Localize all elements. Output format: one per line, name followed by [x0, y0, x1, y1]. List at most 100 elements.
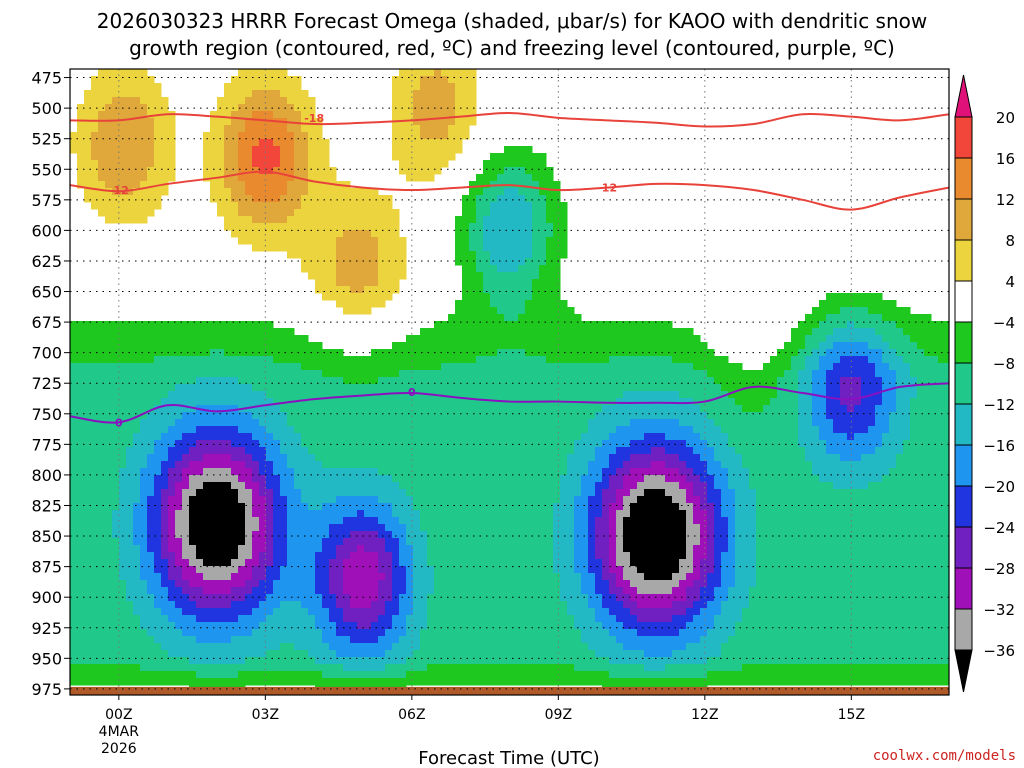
omega-cell: [98, 405, 106, 413]
omega-cell: [84, 384, 92, 392]
omega-cell: [259, 664, 267, 672]
omega-cell: [266, 615, 274, 623]
omega-cell: [497, 377, 505, 385]
omega-cell: [161, 629, 169, 637]
omega-cell: [483, 622, 491, 630]
omega-cell: [259, 552, 267, 560]
omega-cell: [189, 440, 197, 448]
omega-cell: [329, 412, 337, 420]
omega-cell: [301, 202, 309, 210]
omega-cell: [196, 573, 204, 581]
omega-cell: [483, 678, 491, 686]
omega-cell: [119, 139, 127, 147]
omega-cell: [483, 272, 491, 280]
omega-cell: [294, 230, 302, 238]
omega-cell: [357, 496, 365, 504]
omega-cell: [301, 419, 309, 427]
omega-cell: [448, 90, 456, 98]
omega-cell: [336, 216, 344, 224]
omega-cell: [140, 664, 148, 672]
omega-cell: [343, 461, 351, 469]
omega-cell: [476, 524, 484, 532]
omega-cell: [126, 167, 134, 175]
omega-cell: [287, 104, 295, 112]
omega-cell: [413, 433, 421, 441]
omega-cell: [224, 517, 232, 525]
omega-cell: [245, 482, 253, 490]
omega-cell: [518, 223, 526, 231]
omega-cell: [469, 181, 477, 189]
omega-cell: [427, 545, 435, 553]
omega-cell: [231, 342, 239, 350]
omega-cell: [98, 489, 106, 497]
omega-cell: [112, 377, 120, 385]
omega-cell: [294, 587, 302, 595]
omega-cell: [168, 615, 176, 623]
omega-cell: [168, 321, 176, 329]
omega-cell: [77, 587, 85, 595]
omega-cell: [392, 447, 400, 455]
omega-cell: [315, 482, 323, 490]
omega-cell: [336, 202, 344, 210]
omega-cell: [84, 167, 92, 175]
omega-cell: [196, 524, 204, 532]
omega-cell: [553, 531, 561, 539]
omega-cell: [497, 482, 505, 490]
omega-cell: [497, 258, 505, 266]
omega-cell: [329, 552, 337, 560]
omega-cell: [259, 454, 267, 462]
omega-cell: [476, 307, 484, 315]
omega-cell: [329, 384, 337, 392]
omega-cell: [378, 349, 386, 357]
omega-cell: [91, 181, 99, 189]
omega-cell: [448, 601, 456, 609]
omega-cell: [378, 286, 386, 294]
omega-cell: [413, 391, 421, 399]
omega-cell: [147, 489, 155, 497]
omega-cell: [308, 405, 316, 413]
omega-cell: [238, 139, 246, 147]
omega-cell: [441, 69, 449, 77]
omega-cell: [546, 559, 554, 567]
omega-cell: [154, 636, 162, 644]
omega-cell: [273, 573, 281, 581]
omega-cell: [455, 419, 463, 427]
omega-cell: [378, 517, 386, 525]
omega-cell: [266, 125, 274, 133]
omega-cell: [259, 349, 267, 357]
omega-cell: [329, 440, 337, 448]
omega-cell: [504, 195, 512, 203]
omega-cell: [315, 475, 323, 483]
omega-cell: [189, 398, 197, 406]
omega-cell: [448, 573, 456, 581]
omega-cell: [392, 265, 400, 273]
omega-cell: [259, 83, 267, 91]
omega-cell: [364, 258, 372, 266]
omega-cell: [91, 321, 99, 329]
omega-cell: [518, 279, 526, 287]
omega-cell: [392, 111, 400, 119]
omega-cell: [357, 573, 365, 581]
omega-cell: [560, 587, 568, 595]
omega-cell: [126, 475, 134, 483]
omega-cell: [525, 650, 533, 658]
omega-cell: [322, 573, 330, 581]
omega-cell: [399, 482, 407, 490]
omega-cell: [238, 188, 246, 196]
omega-cell: [350, 433, 358, 441]
omega-cell: [336, 356, 344, 364]
omega-cell: [70, 132, 78, 140]
omega-cell: [308, 118, 316, 126]
omega-cell: [406, 335, 414, 343]
omega-cell: [77, 545, 85, 553]
omega-cell: [70, 454, 78, 462]
omega-cell: [553, 342, 561, 350]
omega-cell: [168, 447, 176, 455]
omega-cell: [133, 342, 141, 350]
omega-cell: [98, 615, 106, 623]
omega-cell: [385, 258, 393, 266]
omega-cell: [546, 251, 554, 259]
omega-cell: [301, 447, 309, 455]
omega-cell: [231, 405, 239, 413]
omega-cell: [315, 657, 323, 665]
